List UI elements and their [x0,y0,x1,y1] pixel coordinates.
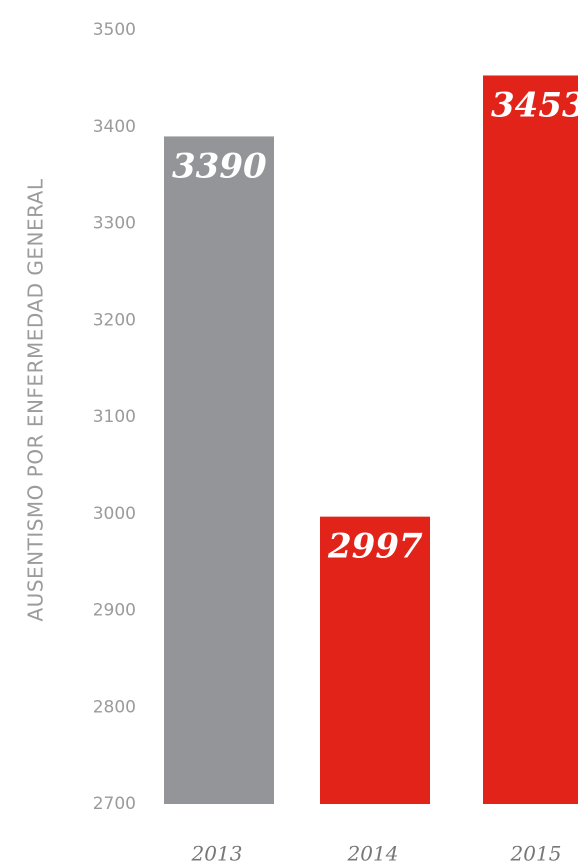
bar [164,136,274,805]
bar [320,516,430,804]
value-label: 3453 [491,85,578,125]
x-tick-label: 2015 [510,842,562,866]
value-label: 2997 [327,527,423,567]
bar [483,75,578,804]
x-tick-label: 2013 [191,842,243,866]
y-tick-label: 3400 [93,117,136,137]
y-tick-label: 2900 [93,601,136,621]
y-tick-label: 3000 [93,504,136,524]
value-label: 3390 [172,146,267,186]
y-tick-label: 2800 [93,697,136,717]
y-axis-title: AUSENTISMO POR ENFERMEDAD GENERAL [24,178,48,621]
y-tick-label: 3200 [93,310,136,330]
y-tick-label: 3300 [93,214,136,234]
y-tick-label: 3500 [93,20,136,40]
y-tick-label: 3100 [93,407,136,427]
y-tick-label: 2700 [93,794,136,814]
x-tick-label: 2014 [347,842,399,866]
